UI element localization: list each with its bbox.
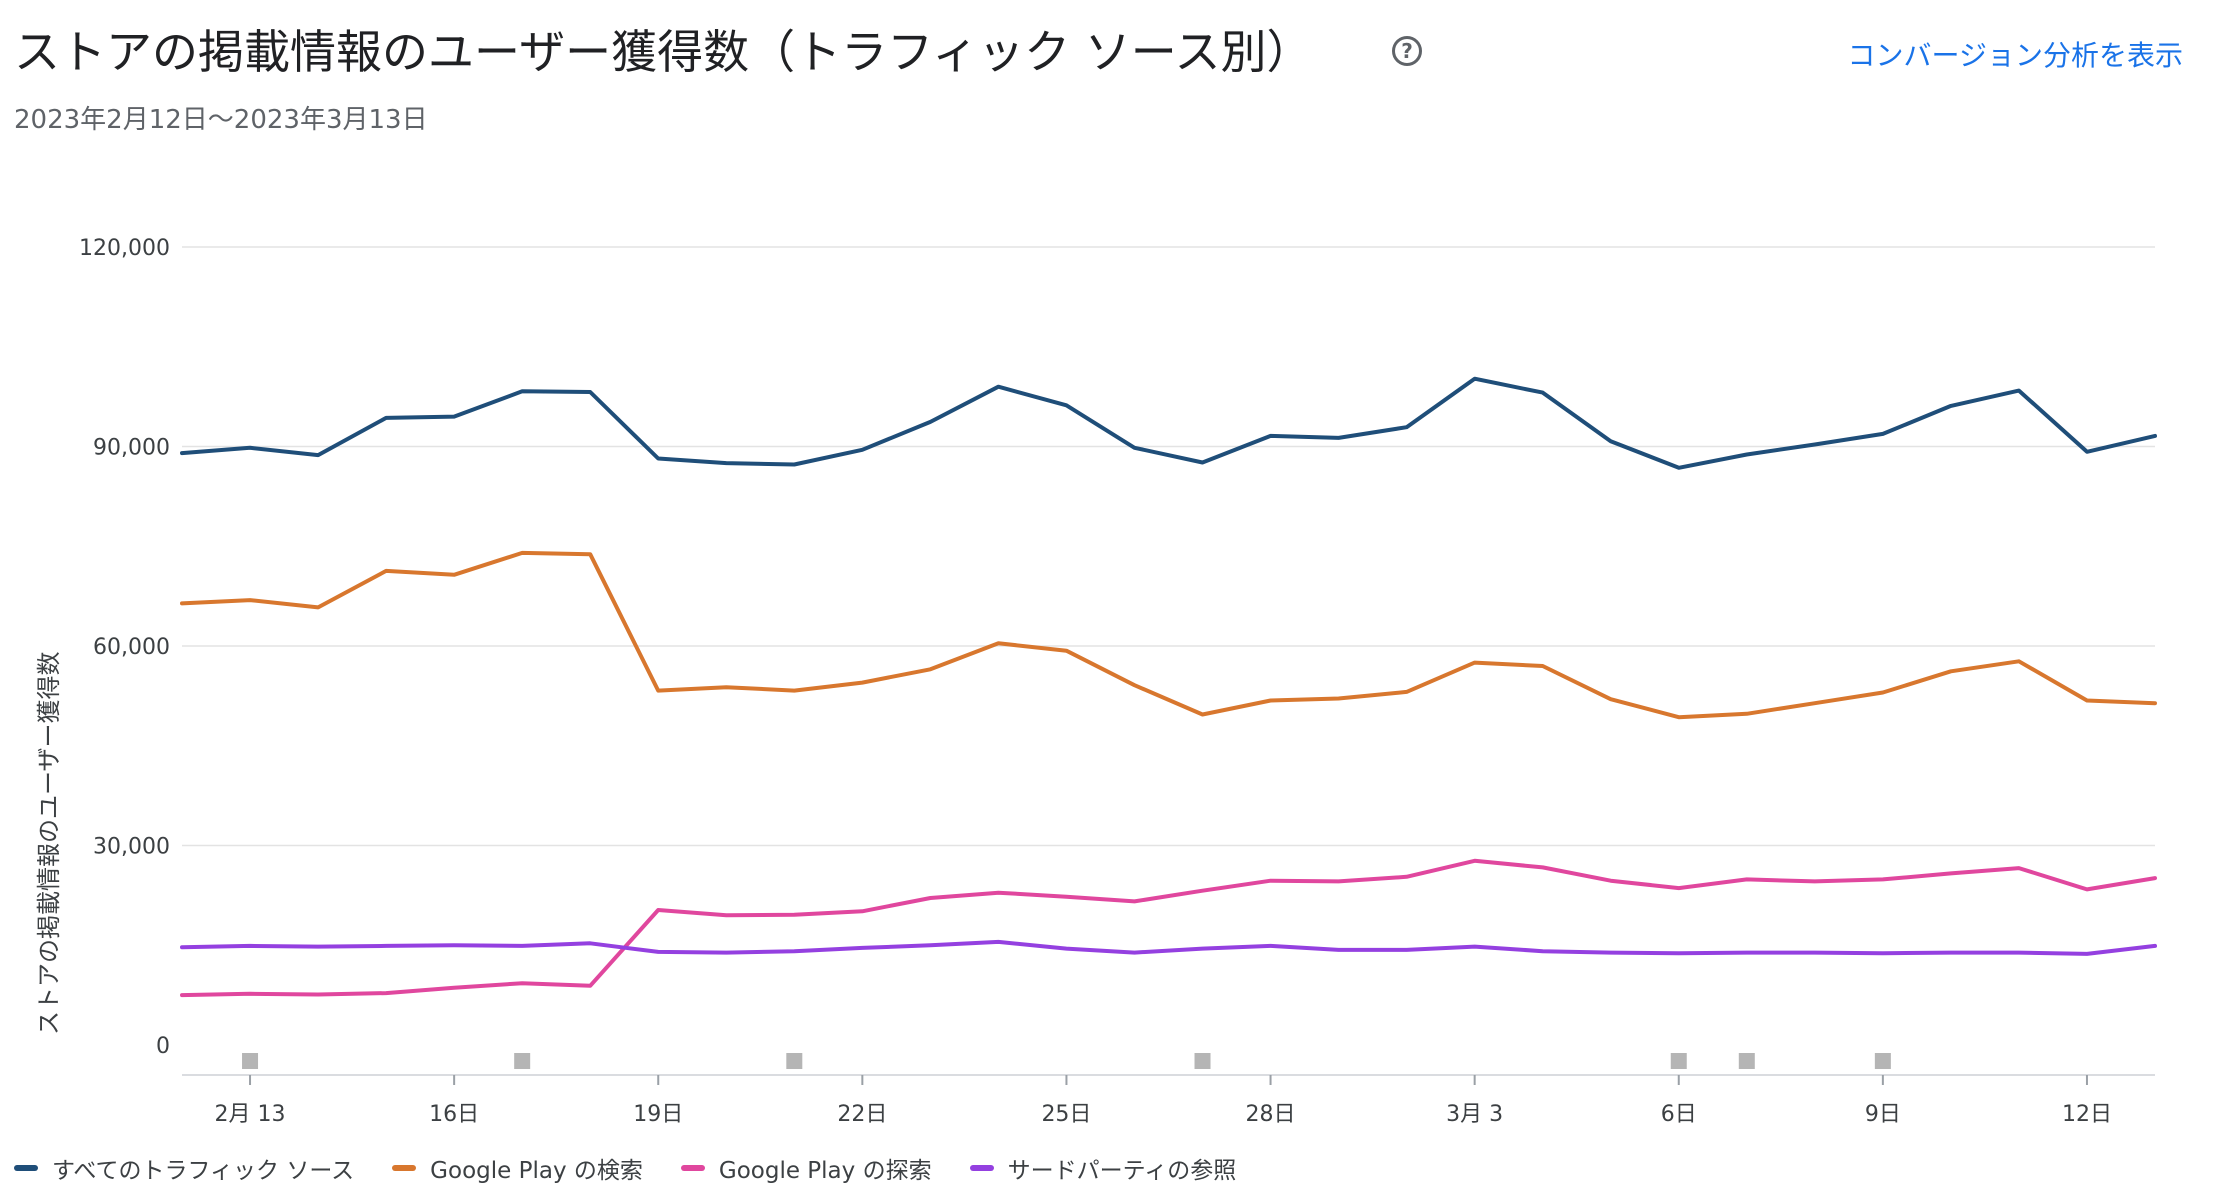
x-tick-label: 28日 — [1246, 1102, 1296, 1127]
legend-label: Google Play の検索 — [430, 1158, 643, 1184]
x-tick-label: 2月 13 — [215, 1102, 286, 1127]
event-marker — [1738, 1053, 1755, 1069]
legend-swatch — [969, 1165, 994, 1171]
date-range-subtitle: 2023年2月12日〜2023年3月13日 — [14, 105, 428, 135]
x-tick-label: 6日 — [1661, 1102, 1697, 1127]
legend-swatch — [680, 1165, 705, 1171]
series-line-search — [180, 550, 2157, 720]
legend-label: Google Play の探索 — [718, 1158, 932, 1184]
chart-legend: すべてのトラフィック ソース Google Play の検索 Google Play… — [14, 1148, 1236, 1188]
help-circle-icon[interactable]: ? — [1392, 36, 1422, 66]
x-tick-label: 3月 3 — [1446, 1102, 1503, 1127]
y-tick-label: 90,000 — [93, 436, 170, 461]
legend-item-all[interactable]: すべてのトラフィック ソース — [14, 1151, 354, 1185]
axis-layer: 0 30,000 60,000 90,000 120,000 2月 13 16日 19日 22日… — [79, 236, 2155, 1127]
legend-swatch — [392, 1165, 417, 1171]
y-tick-label: 30,000 — [93, 835, 170, 860]
event-marker — [514, 1053, 531, 1069]
legend-swatch — [14, 1165, 38, 1171]
event-marker-layer — [242, 1053, 1891, 1069]
legend-item-search[interactable]: Google Play の検索 — [392, 1151, 643, 1185]
legend-label: すべてのトラフィック ソース — [52, 1158, 355, 1184]
series-line-all — [180, 376, 2157, 470]
y-tick-label: 60,000 — [93, 635, 170, 660]
legend-item-third_party[interactable]: サードパーティの参照 — [969, 1151, 1237, 1185]
legend-label: サードパーティの参照 — [1007, 1158, 1237, 1184]
event-marker — [1194, 1053, 1211, 1069]
view-conversion-analysis-link[interactable]: コンバージョン分析を表示 — [1847, 39, 2183, 72]
x-tick-label: 16日 — [429, 1102, 479, 1127]
y-tick-label: 120,000 — [79, 236, 170, 261]
y-tick-label: 0 — [156, 1034, 170, 1059]
event-marker — [1874, 1053, 1891, 1069]
event-marker — [786, 1053, 803, 1069]
legend-item-explore[interactable]: Google Play の探索 — [680, 1151, 932, 1185]
series-line-third_party — [180, 939, 2157, 956]
chart-header: ストアの掲載情報のユーザー獲得数（トラフィック ソース別） ? コンバージョン分… — [14, 18, 2204, 88]
x-tick-label: 12日 — [2062, 1102, 2112, 1127]
grid-layer — [182, 246, 2155, 847]
y-axis-label: ストアの掲載情報のユーザー獲得数 — [35, 651, 63, 1035]
series-layer — [180, 376, 2157, 998]
x-tick-label: 9日 — [1865, 1102, 1901, 1127]
chart-title: ストアの掲載情報のユーザー獲得数（トラフィック ソース別） — [14, 25, 1313, 79]
x-tick-label: 25日 — [1041, 1102, 1091, 1127]
series-line-explore — [180, 858, 2157, 998]
event-marker — [242, 1053, 259, 1069]
x-tick-label: 22日 — [837, 1102, 887, 1127]
x-tick-label: 19日 — [633, 1102, 683, 1127]
event-marker — [1670, 1053, 1687, 1069]
